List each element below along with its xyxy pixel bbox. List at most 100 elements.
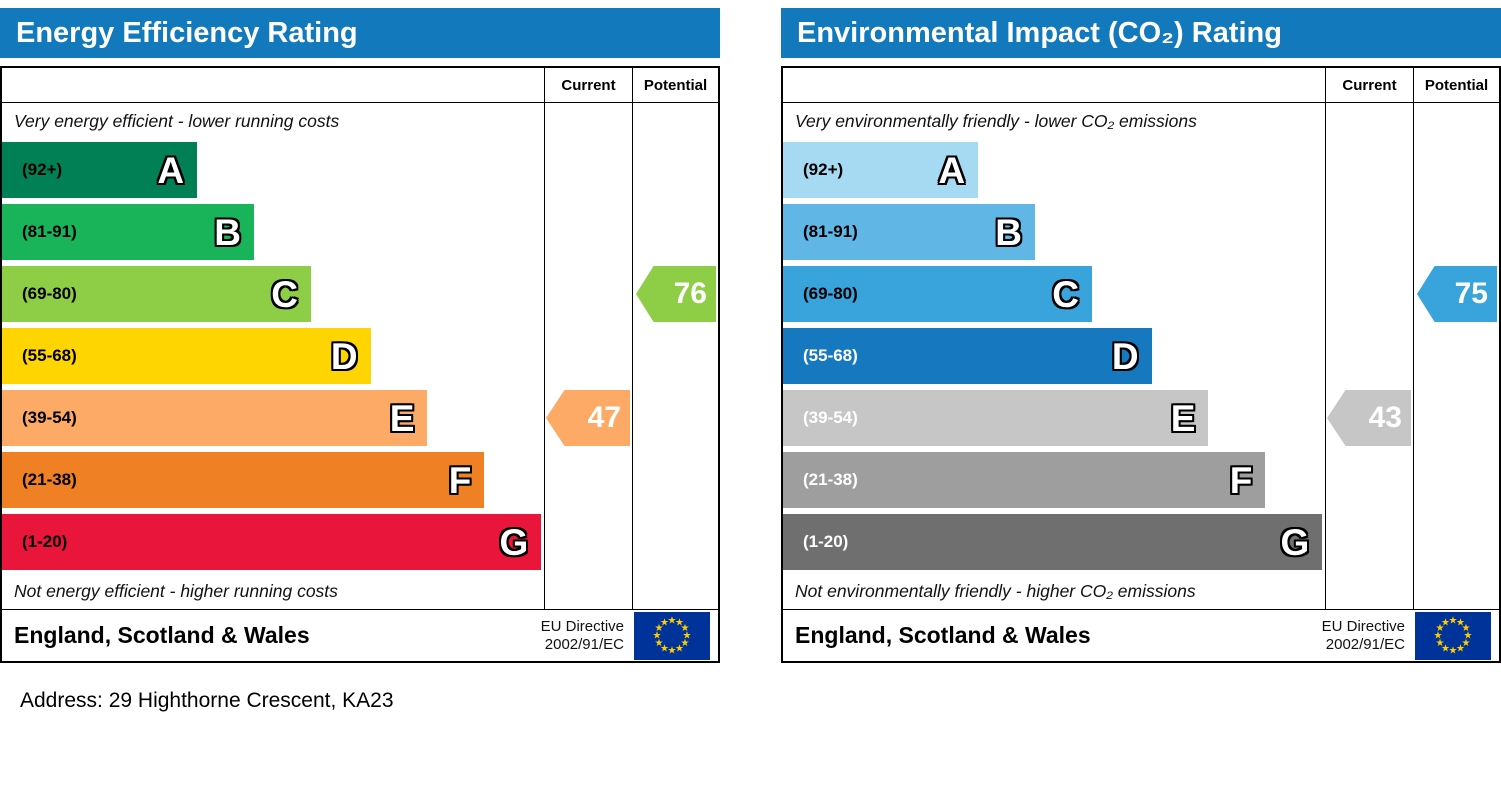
band-letter: F [448, 459, 472, 501]
svg-text:★: ★ [1449, 645, 1458, 656]
svg-text:★: ★ [1462, 623, 1471, 634]
bottom-caption: Not environmentally friendly - higher CO… [795, 580, 1196, 601]
svg-text:★: ★ [1456, 643, 1465, 654]
rating-band-c: (69-80) C [783, 263, 1325, 325]
chart-title-bar: Energy Efficiency Rating [0, 8, 720, 58]
potential-rating-arrow: 76 [636, 266, 716, 322]
band-letter: C [1052, 273, 1079, 315]
band-letter: G [499, 521, 529, 563]
svg-text:★: ★ [1456, 617, 1465, 628]
band-range-label: (1-20) [803, 532, 849, 551]
rating-band-a: (92+) A [2, 139, 544, 201]
table-footer: England, Scotland & Wales EU Directive 2… [783, 609, 1499, 661]
svg-text:★: ★ [1464, 630, 1473, 641]
svg-text:★: ★ [1436, 623, 1445, 634]
bottom-caption: Not energy efficient - higher running co… [14, 580, 338, 601]
band-bar: (21-38) F [783, 452, 1266, 508]
band-bar: (81-91) B [783, 204, 1036, 260]
band-bar: (1-20) G [783, 514, 1323, 570]
band-letter: B [995, 211, 1023, 253]
current-column: 43 [1325, 103, 1413, 609]
top-caption: Very environmentally friendly - lower CO… [795, 110, 1197, 131]
rating-band-d: (55-68) D [2, 325, 544, 387]
band-letter: F [1229, 459, 1253, 501]
current-column: 47 [544, 103, 632, 609]
band-range-label: (69-80) [803, 284, 858, 303]
environmental-impact-chart: Environmental Impact (CO₂) Rating Curren… [781, 8, 1501, 663]
top-caption: Very energy efficient - lower running co… [14, 110, 340, 131]
region-label: England, Scotland & Wales [14, 622, 310, 648]
eu-flag-icon: ★★★★★★★★★★★★ [1415, 611, 1491, 660]
band-range-label: (92+) [22, 160, 63, 179]
current-rating-arrow: 47 [546, 390, 630, 446]
band-letter: G [1280, 521, 1310, 563]
band-letter: D [330, 335, 358, 377]
svg-text:★: ★ [653, 630, 662, 641]
rating-band-f: (21-38) F [2, 449, 544, 511]
rating-table: Current Potential Very environmentally f… [781, 66, 1501, 663]
bands: (92+) A (81-91) B (69-80) C (55-68) D (39-54) E (2… [2, 139, 544, 573]
potential-rating-arrow: 75 [1417, 266, 1497, 322]
band-range-label: (39-54) [803, 408, 858, 427]
chart-title: Environmental Impact (CO₂) Rating [797, 16, 1282, 49]
rating-band-e: (39-54) E [783, 387, 1325, 449]
band-bar: (55-68) D [2, 328, 371, 384]
address-label: Address: 29 Highthorne Crescent, KA23 [20, 689, 394, 712]
band-range-label: (92+) [803, 160, 844, 179]
band-range-label: (55-68) [22, 346, 77, 365]
band-range-label: (55-68) [803, 346, 858, 365]
eu-directive-label: EU Directive 2002/91/EC [541, 618, 624, 653]
band-letter: E [1170, 397, 1196, 439]
svg-text:★: ★ [655, 638, 664, 649]
band-bar: (69-80) C [2, 266, 311, 322]
chart-title: Energy Efficiency Rating [16, 16, 358, 49]
band-range-label: (81-91) [22, 222, 77, 241]
svg-text:★: ★ [1441, 643, 1450, 654]
table-corner [783, 68, 1325, 103]
rating-band-f: (21-38) F [783, 449, 1325, 511]
current-column-header: Current [1325, 68, 1413, 103]
potential-column-header: Potential [632, 68, 718, 103]
rating-table: Current Potential Very energy efficient … [0, 66, 720, 663]
current-rating-arrow: 43 [1327, 390, 1411, 446]
rating-band-d: (55-68) D [783, 325, 1325, 387]
rating-band-b: (81-91) B [2, 201, 544, 263]
band-bar: (39-54) E [783, 390, 1209, 446]
band-bar: (39-54) E [2, 390, 428, 446]
band-bar: (92+) A [2, 142, 198, 198]
rating-band-c: (69-80) C [2, 263, 544, 325]
svg-text:★: ★ [683, 630, 692, 641]
band-letter: B [214, 211, 242, 253]
band-bar: (81-91) B [2, 204, 255, 260]
eu-directive-line2: 2002/91/EC [544, 635, 624, 653]
charts-row: Energy Efficiency Rating Current Potenti… [0, 8, 1501, 663]
band-range-label: (1-20) [22, 532, 68, 551]
band-range-label: (39-54) [22, 408, 77, 427]
band-letter: A [938, 149, 966, 191]
chart-title-bar: Environmental Impact (CO₂) Rating [781, 8, 1501, 58]
svg-text:★: ★ [681, 638, 690, 649]
svg-text:★: ★ [655, 623, 664, 634]
eu-directive-line1: EU Directive [1321, 618, 1405, 636]
rating-band-g: (1-20) G [2, 511, 544, 573]
band-range-label: (21-38) [803, 470, 858, 489]
svg-text:★: ★ [660, 643, 669, 654]
band-letter: A [157, 149, 185, 191]
current-column-header: Current [544, 68, 632, 103]
band-letter: D [1111, 335, 1139, 377]
svg-text:★: ★ [675, 617, 684, 628]
potential-column-header: Potential [1413, 68, 1499, 103]
rating-band-b: (81-91) B [783, 201, 1325, 263]
potential-column: 75 [1413, 103, 1499, 609]
table-corner [2, 68, 544, 103]
rating-band-e: (39-54) E [2, 387, 544, 449]
svg-text:★: ★ [1462, 638, 1471, 649]
rating-band-a: (92+) A [783, 139, 1325, 201]
band-range-label: (81-91) [803, 222, 858, 241]
svg-text:★: ★ [1434, 630, 1443, 641]
band-range-label: (69-80) [22, 284, 77, 303]
band-letter: E [389, 397, 415, 439]
rating-band-g: (1-20) G [783, 511, 1325, 573]
potential-column: 76 [632, 103, 718, 609]
